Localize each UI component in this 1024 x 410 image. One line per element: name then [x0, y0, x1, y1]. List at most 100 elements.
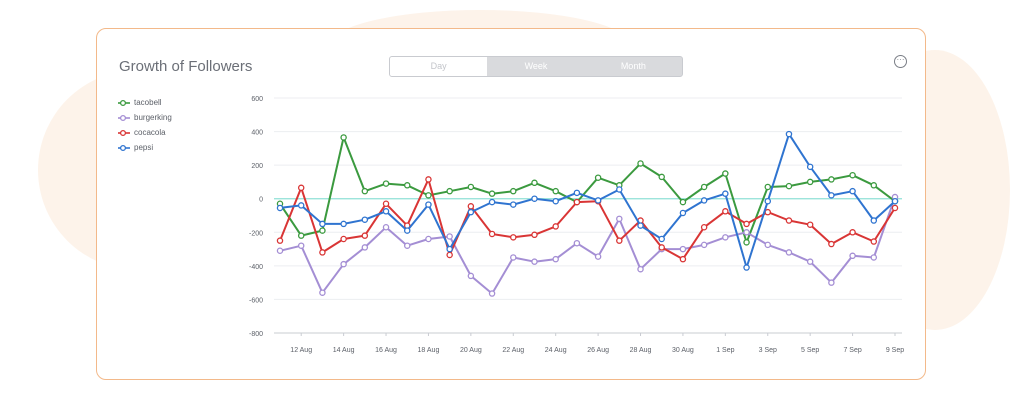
x-tick-label: 18 Aug — [418, 347, 440, 354]
data-point-burgerking — [700, 241, 708, 249]
data-point-tacobell — [870, 182, 878, 189]
data-point-tacobell — [319, 227, 326, 234]
data-point-burgerking — [828, 279, 835, 286]
legend-label: cocacola — [134, 128, 166, 137]
data-point-tacobell — [446, 187, 453, 195]
period-toggle: Day Week Month — [389, 56, 683, 77]
data-point-burgerking — [276, 247, 284, 254]
data-point-pepsi — [700, 197, 708, 204]
toggle-week[interactable]: Week — [524, 61, 548, 71]
data-point-cocacola — [382, 200, 390, 207]
data-point-burgerking — [382, 223, 390, 231]
data-point-cocacola — [552, 223, 559, 230]
data-point-tacobell — [785, 182, 793, 190]
legend-item-burgerking[interactable]: burgerking — [118, 110, 172, 125]
data-point-burgerking — [785, 249, 793, 256]
data-point-burgerking — [446, 233, 453, 240]
data-point-burgerking — [531, 258, 538, 265]
data-point-tacobell — [679, 198, 687, 206]
x-tick-label: 3 Sep — [759, 347, 777, 354]
y-tick-label: 0 — [259, 197, 263, 204]
data-point-pepsi — [510, 201, 517, 208]
data-point-cocacola — [828, 240, 835, 248]
data-point-pepsi — [425, 201, 432, 208]
data-point-cocacola — [297, 184, 305, 192]
data-point-tacobell — [382, 180, 390, 187]
x-tick-label: 5 Sep — [801, 347, 819, 354]
x-tick-label: 22 Aug — [502, 347, 524, 354]
data-point-pepsi — [340, 220, 347, 228]
legend-label: burgerking — [134, 113, 172, 122]
data-point-pepsi — [849, 187, 856, 195]
data-point-burgerking — [467, 272, 475, 280]
data-point-cocacola — [658, 244, 665, 251]
data-point-burgerking — [573, 239, 581, 247]
data-point-burgerking — [806, 258, 814, 265]
data-point-cocacola — [679, 255, 687, 263]
data-point-cocacola — [340, 235, 347, 243]
legend-item-pepsi[interactable]: pepsi — [118, 140, 172, 155]
data-point-burgerking — [637, 265, 644, 273]
data-point-cocacola — [764, 208, 772, 216]
data-point-cocacola — [891, 204, 899, 212]
legend-item-cocacola[interactable]: cocacola — [118, 125, 172, 140]
toggle-day[interactable]: Day — [390, 57, 488, 76]
data-point-cocacola — [849, 229, 856, 236]
data-point-pepsi — [743, 264, 750, 271]
data-point-pepsi — [891, 197, 899, 205]
more-options-icon[interactable]: ··· — [894, 55, 907, 68]
data-point-tacobell — [594, 174, 602, 181]
legend-label: tacobell — [134, 98, 162, 107]
data-point-burgerking — [361, 244, 369, 251]
data-point-burgerking — [425, 235, 432, 243]
legend-marker-icon — [118, 114, 130, 121]
data-point-tacobell — [488, 190, 496, 197]
data-point-cocacola — [700, 223, 708, 231]
data-point-burgerking — [870, 254, 878, 261]
data-point-cocacola — [319, 249, 326, 256]
legend-label: pepsi — [134, 143, 154, 152]
chart-title: Growth of Followers — [119, 58, 253, 75]
x-tick-label: 30 Aug — [672, 347, 694, 354]
y-tick-label: 600 — [251, 96, 263, 103]
x-tick-label: 26 Aug — [587, 347, 609, 354]
legend-marker-icon — [118, 99, 130, 106]
data-point-burgerking — [764, 241, 772, 249]
data-point-pepsi — [658, 235, 665, 243]
x-tick-label: 1 Sep — [716, 347, 734, 354]
data-point-tacobell — [467, 183, 475, 191]
series-line-burgerking — [279, 196, 896, 295]
data-point-cocacola — [785, 217, 793, 224]
data-point-cocacola — [425, 176, 432, 183]
data-point-pepsi — [573, 189, 581, 197]
data-point-cocacola — [743, 220, 750, 228]
data-point-cocacola — [276, 237, 284, 244]
legend-item-tacobell[interactable]: tacobell — [118, 95, 172, 110]
data-point-pepsi — [531, 195, 538, 202]
data-point-pepsi — [594, 197, 602, 204]
data-point-pepsi — [467, 208, 475, 216]
data-point-pepsi — [679, 209, 687, 217]
y-tick-label: -800 — [249, 331, 263, 338]
x-tick-label: 7 Sep — [843, 347, 861, 354]
data-point-cocacola — [361, 232, 369, 239]
data-point-pepsi — [488, 198, 496, 206]
data-point-burgerking — [722, 234, 729, 241]
data-point-tacobell — [806, 178, 814, 186]
data-point-tacobell — [510, 187, 517, 195]
data-point-burgerking — [297, 242, 305, 249]
toggle-month[interactable]: Month — [620, 61, 646, 71]
data-point-tacobell — [849, 171, 856, 179]
data-point-burgerking — [849, 252, 856, 260]
data-point-cocacola — [531, 231, 538, 239]
data-point-pepsi — [870, 217, 878, 224]
data-point-tacobell — [700, 183, 708, 191]
x-tick-label: 14 Aug — [333, 347, 355, 354]
y-tick-label: -200 — [249, 230, 263, 237]
data-point-pepsi — [616, 186, 623, 193]
data-point-burgerking — [510, 254, 517, 261]
data-point-burgerking — [679, 245, 687, 253]
x-tick-label: 24 Aug — [545, 347, 567, 354]
data-point-burgerking — [340, 260, 347, 268]
